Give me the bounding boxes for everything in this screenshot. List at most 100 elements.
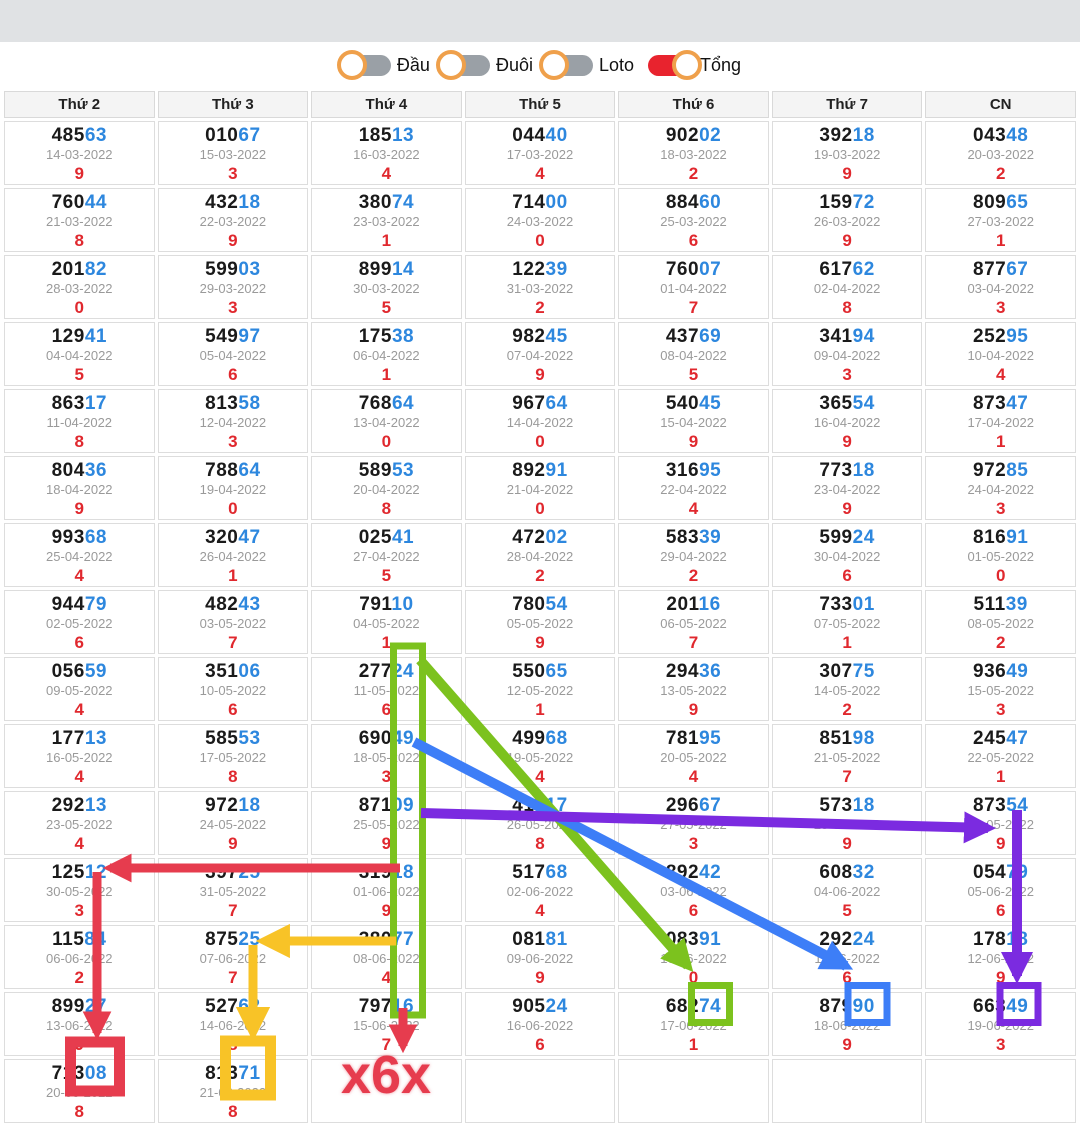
result-cell: 24547 22-05-2022 1 [925,724,1076,788]
toggle-switch[interactable] [538,50,597,80]
empty-cell [925,1059,1076,1123]
result-cell: 29436 13-05-2022 9 [618,657,769,721]
result-sum: 0 [535,231,545,250]
result-number: 29436 [665,661,722,682]
result-number: 80965 [973,192,1029,213]
result-sum: 3 [842,365,852,384]
result-sum: 0 [535,432,545,451]
result-date: 29-05-2022 [967,817,1034,832]
result-date: 10-06-2022 [660,951,727,966]
result-date: 09-04-2022 [813,348,881,363]
result-cell: 29224 11-06-2022 6 [771,925,923,989]
result-cell: 29213 23-05-2022 4 [4,791,155,855]
result-cell: 35106 10-05-2022 6 [157,657,309,721]
result-number: 68274 [665,996,722,1017]
result-number: 34194 [819,326,875,347]
result-cell: 31918 01-06-2022 9 [311,858,462,922]
toggle-switch[interactable] [336,50,395,80]
result-number: 86317 [51,393,107,414]
result-sum: 9 [535,968,545,987]
result-sum: 8 [228,1102,238,1121]
result-number: 81358 [205,393,261,414]
result-date: 20-06-2022 [46,1085,113,1100]
result-cell: 48243 03-05-2022 7 [157,590,309,654]
result-number: 54997 [205,326,261,347]
result-cell: 73301 07-05-2022 1 [771,590,923,654]
result-sum: 9 [995,834,1006,853]
result-cell: 05479 05-06-2022 6 [925,858,1076,922]
result-cell: 54997 05-04-2022 6 [157,322,309,386]
result-sum: 2 [74,968,85,987]
toggle-tổng[interactable]: Tổng [642,50,741,80]
result-cell: 66349 19-06-2022 3 [925,992,1076,1056]
result-cell: 81371 21-06-2022 8 [157,1059,309,1123]
result-cell: 88460 25-03-2022 6 [618,188,769,252]
result-sum: 4 [381,968,392,987]
result-date: 18-05-2022 [353,750,420,765]
result-number: 29224 [819,929,875,950]
result-date: 16-03-2022 [353,147,420,162]
result-number: 76044 [51,192,107,213]
toggle-loto[interactable]: Loto [538,50,634,80]
result-cell: 47202 28-04-2022 2 [464,523,616,587]
result-number: 55065 [512,661,568,682]
toggle-đuôi[interactable]: Đuôi [435,50,533,80]
result-date: 07-04-2022 [506,348,574,363]
result-date: 06-06-2022 [46,951,113,966]
result-number: 81691 [973,527,1029,548]
result-row: 17713 16-05-2022 4 58553 17-05-2022 8 69049 18-… [4,724,1076,788]
result-sum: 4 [688,767,699,786]
result-sum: 6 [535,1035,545,1054]
result-cell: 38077 08-06-2022 4 [311,925,462,989]
result-sum: 2 [995,164,1006,183]
result-number: 12512 [51,862,107,883]
result-sum: 5 [381,298,392,317]
result-date: 14-05-2022 [813,683,881,698]
result-number: 17818 [973,929,1029,950]
result-cell: 87525 07-06-2022 7 [157,925,309,989]
result-date: 25-03-2022 [660,214,727,229]
result-cell: 99368 25-04-2022 4 [4,523,155,587]
result-number: 32047 [205,527,261,548]
result-sum: 8 [74,231,85,250]
result-date: 17-06-2022 [660,1018,727,1033]
result-date: 28-05-2022 [813,817,881,832]
result-number: 47202 [512,527,568,548]
result-sum: 6 [74,633,85,652]
result-sum: 1 [381,633,392,652]
result-number: 04348 [973,125,1029,146]
result-cell: 98245 07-04-2022 9 [464,322,616,386]
toggle-đầu[interactable]: Đầu [336,50,430,80]
result-number: 29213 [51,795,107,816]
result-sum: 1 [842,633,852,652]
result-sum: 3 [228,164,238,183]
result-cell: 89291 21-04-2022 0 [464,456,616,520]
result-number: 88460 [665,192,722,213]
result-date: 09-06-2022 [506,951,574,966]
result-sum: 9 [842,231,852,250]
result-date: 13-06-2022 [46,1018,113,1033]
result-number: 96764 [512,393,568,414]
result-cell: 85198 21-05-2022 7 [771,724,923,788]
result-date: 05-04-2022 [199,348,267,363]
day-header: Thứ 7 [771,91,923,118]
toggle-switch[interactable] [642,50,703,80]
result-number: 58553 [205,728,261,749]
result-cell: 05659 09-05-2022 4 [4,657,155,721]
result-date: 30-03-2022 [353,281,420,296]
result-cell: 87109 25-05-2022 9 [311,791,462,855]
toggle-switch[interactable] [435,50,494,80]
result-cell: 02541 27-04-2022 5 [311,523,462,587]
result-sum: 3 [995,700,1006,719]
result-number: 31918 [358,862,415,883]
result-sum: 7 [688,633,699,652]
result-cell: 04348 20-03-2022 2 [925,121,1076,185]
result-number: 27724 [358,661,415,682]
result-cell: 59903 29-03-2022 3 [157,255,309,319]
day-header: Thứ 4 [311,91,462,118]
result-number: 31695 [665,460,722,481]
result-cell: 48563 14-03-2022 9 [4,121,155,185]
result-sum: 3 [688,834,699,853]
result-date: 08-05-2022 [967,616,1034,631]
toggle-knob [336,50,367,80]
